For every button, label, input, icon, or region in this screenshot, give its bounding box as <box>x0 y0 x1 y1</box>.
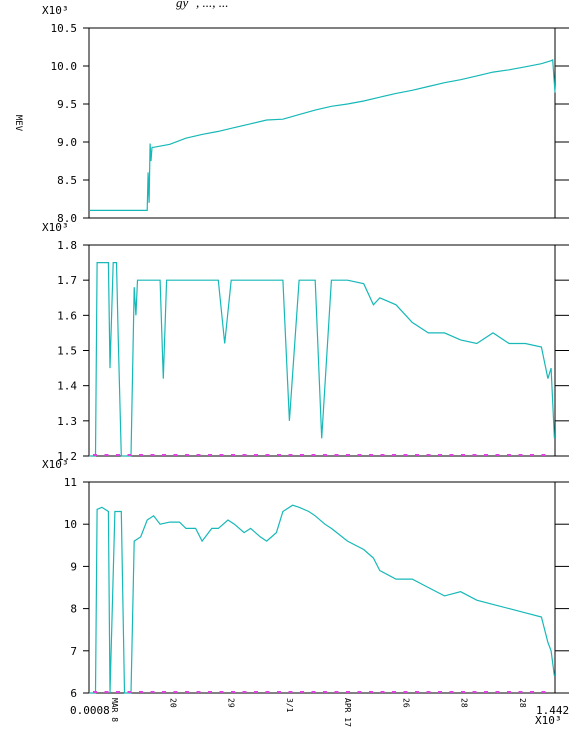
x-date-label: APR 17 <box>343 698 352 727</box>
y-exponent-label: X10³ <box>42 221 69 234</box>
y-tick-label: 10.0 <box>51 60 78 73</box>
plot-frame <box>88 481 556 694</box>
series-line-1 <box>89 262 555 457</box>
y-tick-label: 6 <box>70 687 77 700</box>
x-date-label: 28 <box>460 698 469 708</box>
plot-frame <box>88 27 556 219</box>
y-exponent-label: X10³ <box>42 4 69 17</box>
y-tick-label: 9.0 <box>57 136 77 149</box>
panel-3: 6 7 8 9 10 11 X10³ <box>42 458 569 700</box>
y-tick-label: 7 <box>70 645 77 658</box>
y-tick-label: 10.5 <box>51 22 78 35</box>
x-date-label: 3/1 <box>285 698 294 713</box>
x-date-label: 29 <box>227 698 236 708</box>
panel-2: 1.2 1.3 1.4 1.5 1.6 1.7 1.8 X10³ <box>42 221 569 463</box>
y-tick-label: 1.5 <box>57 345 77 358</box>
panels: 8.08.59.09.510.010.5X10³MEV1.21.31.41.51… <box>13 4 569 700</box>
x-date-label: 28 <box>518 698 527 708</box>
y-tick-label: 1.3 <box>57 415 77 428</box>
title-fragment: gy <box>176 0 189 10</box>
y-tick-label: 1.2 <box>57 450 77 463</box>
x-date-label: 20 <box>168 698 177 708</box>
y-exponent-label: X10³ <box>42 458 69 471</box>
series-line-1 <box>89 58 556 211</box>
x-max-label: 1.442 <box>536 704 569 717</box>
y-axis-label: MEV <box>13 115 23 132</box>
y-tick-label: 8.0 <box>57 212 77 225</box>
y-tick-label: 11 <box>64 476 77 489</box>
y-tick-label: 1.7 <box>57 274 77 287</box>
y-tick-label: 1.8 <box>57 239 77 252</box>
y-tick-label: 1.6 <box>57 309 77 322</box>
x-date-label: MAR 8 <box>110 698 119 722</box>
y-tick-label: 8.5 <box>57 174 77 187</box>
x-date-labels: MAR 8 20 29 3/1 APR 17 26 28 28 <box>110 698 527 727</box>
y-tick-label: 8 <box>70 603 77 616</box>
y-tick-label: 1.4 <box>57 380 77 393</box>
x-date-label: 26 <box>401 698 410 708</box>
series-line-1 <box>89 504 555 694</box>
title-fragment-tail: , ..., ... <box>196 0 229 10</box>
x-min-label: 0.0008 <box>70 704 110 717</box>
x-exponent-label: X10³ <box>535 714 562 727</box>
x-axis: 0.0008 1.442 X10³ MAR 8 20 29 3/1 APR 17 26 28… <box>70 698 569 727</box>
y-tick-label: 9.5 <box>57 98 77 111</box>
y-tick-label: 9 <box>70 560 77 573</box>
panel-1: 8.0 8.5 9.0 9.5 10.0 10.5 X10³ MEV <box>13 4 569 225</box>
y-tick-label: 10 <box>64 518 77 531</box>
